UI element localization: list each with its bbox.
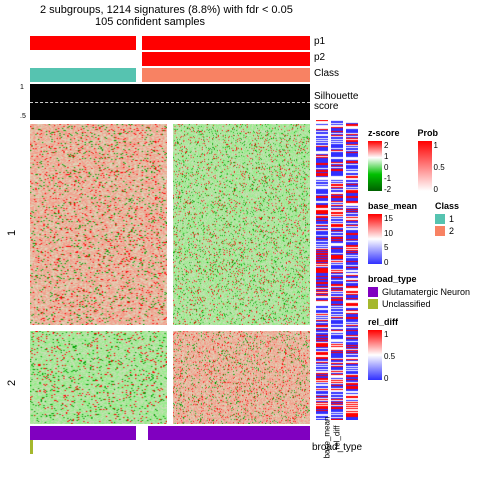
prob-colorbar: 10.50 <box>418 141 432 191</box>
legend-item: Glutamatergic Neuron <box>368 287 498 297</box>
broad-type-bar <box>30 426 310 440</box>
group-label-1: 1 <box>6 230 18 236</box>
colorbar-tick: 1 <box>434 141 438 150</box>
reldiff-legend-title: rel_diff <box>368 317 498 327</box>
silhouette-label: Silhouette score <box>314 92 358 112</box>
annotation-p2 <box>30 52 310 66</box>
annotation-class <box>30 68 310 82</box>
zscore-colorbar: 210-1-2 <box>368 141 382 191</box>
title-line2: 105 confident samples <box>40 16 260 28</box>
reldiff-legend: rel_diff 10.50 <box>368 317 498 382</box>
colorbar-tick: 0 <box>384 374 388 383</box>
colorbar-tick: 0 <box>384 258 388 267</box>
group-label-2: 2 <box>6 380 18 386</box>
rel-diff-bar-label: rel_diff <box>332 426 341 450</box>
reldiff-colorbar: 10.50 <box>368 330 382 380</box>
legend-item: 1 <box>435 214 459 224</box>
zscore-legend-title: z-score <box>368 128 400 138</box>
colorbar-tick: 2 <box>384 141 388 150</box>
p2-label: p2 <box>314 52 325 63</box>
heatmap <box>30 124 310 424</box>
basemean-colorbar: 151050 <box>368 214 382 264</box>
side-bar-3 <box>346 120 358 420</box>
basemean-legend-title: base_mean <box>368 201 417 211</box>
base-mean-bar: base_mean <box>316 120 328 420</box>
silhouette-track: 1 .5 <box>30 84 310 120</box>
title-line1: 2 subgroups, 1214 signatures (8.8%) with… <box>40 4 293 16</box>
title-block: 2 subgroups, 1214 signatures (8.8%) with… <box>40 4 293 28</box>
colorbar-tick: 10 <box>384 229 393 238</box>
class-legend-title: Class <box>435 201 459 211</box>
silh-tick-05: .5 <box>20 113 26 120</box>
colorbar-tick: 1 <box>384 152 388 161</box>
colorbar-tick: 5 <box>384 243 388 252</box>
colorbar-tick: 15 <box>384 214 393 223</box>
prob-legend: Prob 10.50 <box>418 120 439 193</box>
silh-tick-1: 1 <box>20 84 24 91</box>
colorbar-tick: 0 <box>434 185 438 194</box>
colorbar-tick: -2 <box>384 185 391 194</box>
broadtype-legend-title: broad_type <box>368 274 498 284</box>
colorbar-tick: 0 <box>384 163 388 172</box>
class-label: Class <box>314 68 339 79</box>
legend-item: 2 <box>435 226 459 236</box>
basemean-legend: base_mean 151050 <box>368 193 417 266</box>
broadtype-legend: broad_type Glutamatergic Neuron Unclassif… <box>368 274 498 309</box>
side-annotation-bars: base_mean rel_diff <box>316 120 360 420</box>
main-plot-area: 1 .5 p1 p2 Class Silhouette score broad_… <box>30 36 310 466</box>
legend-item: Unclassified <box>368 299 498 309</box>
colorbar-tick: -1 <box>384 174 391 183</box>
prob-legend-title: Prob <box>418 128 439 138</box>
base-mean-bar-label: base_mean <box>322 417 331 459</box>
silhouette-dash <box>30 102 310 103</box>
colorbar-tick: 0.5 <box>384 352 395 361</box>
class-legend: Class 1 2 <box>435 193 459 266</box>
rel-diff-bar: rel_diff <box>331 120 343 420</box>
p1-label: p1 <box>314 36 325 47</box>
zscore-legend: z-score 210-1-2 <box>368 120 400 193</box>
annotation-p1 <box>30 36 310 50</box>
colorbar-tick: 0.5 <box>434 163 445 172</box>
legends-panel: z-score 210-1-2 Prob 10.50 base_mean 151… <box>368 120 498 382</box>
colorbar-tick: 1 <box>384 330 388 339</box>
